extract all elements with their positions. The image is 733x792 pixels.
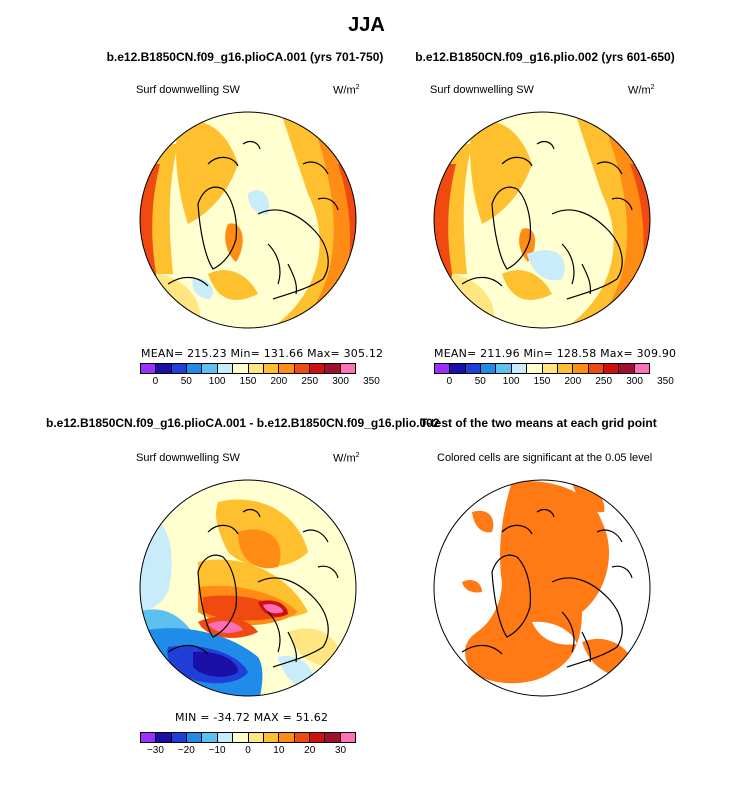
colorbar-tick-label: −10 — [208, 745, 226, 756]
colorbar-swatch — [232, 363, 249, 374]
colorbar-tick-label: 100 — [208, 376, 226, 387]
colorbar-swatch — [278, 732, 295, 743]
colorbar-swatch — [618, 363, 635, 374]
colorbar-swatch — [510, 363, 528, 374]
colorbar-swatch — [587, 363, 604, 374]
colorbar-swatches — [434, 363, 651, 374]
colorbar-tick-label: 300 — [332, 376, 349, 387]
colorbar-swatch — [339, 732, 357, 743]
colorbar-swatch — [602, 363, 620, 374]
colorbar-tick-label: 250 — [595, 376, 613, 387]
panel1-stats: MEAN= 215.23 Min= 131.66 Max= 305.12 — [141, 347, 384, 360]
colorbar-tick-label: 350 — [657, 376, 674, 387]
season-title: JJA — [348, 14, 385, 36]
colorbar-tick-label: 350 — [363, 376, 380, 387]
colorbar-swatch — [262, 732, 280, 743]
colorbar-swatch — [216, 732, 234, 743]
panel1-variable-label: Surf downwelling SW — [136, 84, 240, 96]
panel3-stats: MIN = -34.72 MAX = 51.62 — [175, 711, 329, 724]
panel3-units: W/m2 — [333, 452, 360, 465]
colorbar-tick-label: 150 — [533, 376, 551, 387]
panel1-title: b.e12.B1850CN.f09_g16.plioCA.001 (yrs 70… — [106, 50, 384, 64]
colorbar-ticks: 0 50 100 150 200 250 300 350 — [140, 374, 380, 387]
colorbar-swatch — [216, 363, 234, 374]
panel3-polar-map — [139, 479, 357, 697]
panel4-significance-map — [433, 479, 651, 697]
colorbar-swatch — [339, 363, 357, 374]
panel2-title: b.e12.B1850CN.f09_g16.plio.002 (yrs 601-… — [415, 50, 675, 64]
colorbar-tick-label: 0 — [245, 745, 251, 756]
panel1-units: W/m2 — [333, 84, 360, 97]
colorbar-swatch — [464, 363, 482, 374]
colorbar-tick-label: 250 — [301, 376, 319, 387]
colorbar-swatch — [186, 363, 203, 374]
colorbar-swatch — [308, 732, 326, 743]
colorbar-tick-label: −20 — [177, 745, 195, 756]
panel2-units: W/m2 — [628, 84, 655, 97]
colorbar-tick-label: 100 — [502, 376, 520, 387]
colorbar-tick-label: 0 — [446, 376, 453, 387]
panel4-subtitle: Colored cells are significant at the 0.0… — [437, 452, 653, 464]
colorbar-tick-label: 300 — [626, 376, 643, 387]
panel1-polar-map — [139, 111, 357, 329]
colorbar-swatch — [633, 363, 651, 374]
colorbar-swatch — [247, 363, 264, 374]
colorbar-ticks: −30 −20 −10 0 10 20 30 — [140, 743, 356, 756]
colorbar-tick-label: −30 — [146, 745, 164, 756]
colorbar-swatch — [434, 363, 451, 374]
colorbar-swatch — [495, 363, 512, 374]
colorbar-swatch — [186, 732, 203, 743]
colorbar-tick-label: 0 — [152, 376, 159, 387]
colorbar-swatch — [308, 363, 326, 374]
panel2-polar-map — [433, 111, 651, 329]
colorbar-swatch — [262, 363, 280, 374]
colorbar-swatch — [170, 732, 188, 743]
colorbar-tick-label: 20 — [304, 745, 316, 756]
colorbar-swatch — [293, 363, 310, 374]
colorbar-swatch — [324, 732, 341, 743]
colorbar-swatch — [572, 363, 589, 374]
colorbar-swatch — [556, 363, 574, 374]
colorbar-swatch — [541, 363, 558, 374]
colorbar-tick-label: 50 — [180, 376, 192, 387]
colorbar-swatch — [278, 363, 295, 374]
panel3-variable-label: Surf downwelling SW — [136, 452, 240, 464]
colorbar-swatch — [232, 732, 249, 743]
panel3-colorbar: −30 −20 −10 0 10 20 30 — [140, 732, 357, 756]
panel1-colorbar: 0 50 100 150 200 250 300 350 — [140, 363, 380, 387]
colorbar-swatch — [449, 363, 466, 374]
colorbar-swatch — [155, 732, 172, 743]
colorbar-tick-label: 150 — [239, 376, 257, 387]
colorbar-ticks: 0 50 100 150 200 250 300 350 — [434, 374, 674, 387]
panel2-stats: MEAN= 211.96 Min= 128.58 Max= 309.90 — [434, 347, 677, 360]
colorbar-tick-label: 50 — [474, 376, 486, 387]
panel4-title: T-test of the two means at each grid poi… — [420, 416, 657, 430]
colorbar-swatch — [324, 363, 341, 374]
colorbar-swatch — [140, 732, 157, 743]
colorbar-swatch — [247, 732, 264, 743]
colorbar-swatch — [201, 363, 218, 374]
colorbar-swatches — [140, 732, 357, 743]
colorbar-tick-label: 200 — [270, 376, 288, 387]
colorbar-swatch — [293, 732, 310, 743]
colorbar-swatch — [140, 363, 157, 374]
colorbar-swatch — [526, 363, 543, 374]
colorbar-swatch — [170, 363, 188, 374]
colorbar-swatch — [155, 363, 172, 374]
panel2-variable-label: Surf downwelling SW — [430, 84, 534, 96]
colorbar-swatch — [480, 363, 497, 374]
colorbar-tick-label: 10 — [273, 745, 285, 756]
panel2-colorbar: 0 50 100 150 200 250 300 350 — [434, 363, 674, 387]
colorbar-swatch — [201, 732, 218, 743]
colorbar-tick-label: 30 — [335, 745, 347, 756]
panel3-title: b.e12.B1850CN.f09_g16.plioCA.001 - b.e12… — [46, 416, 440, 430]
colorbar-tick-label: 200 — [564, 376, 582, 387]
colorbar-swatches — [140, 363, 357, 374]
